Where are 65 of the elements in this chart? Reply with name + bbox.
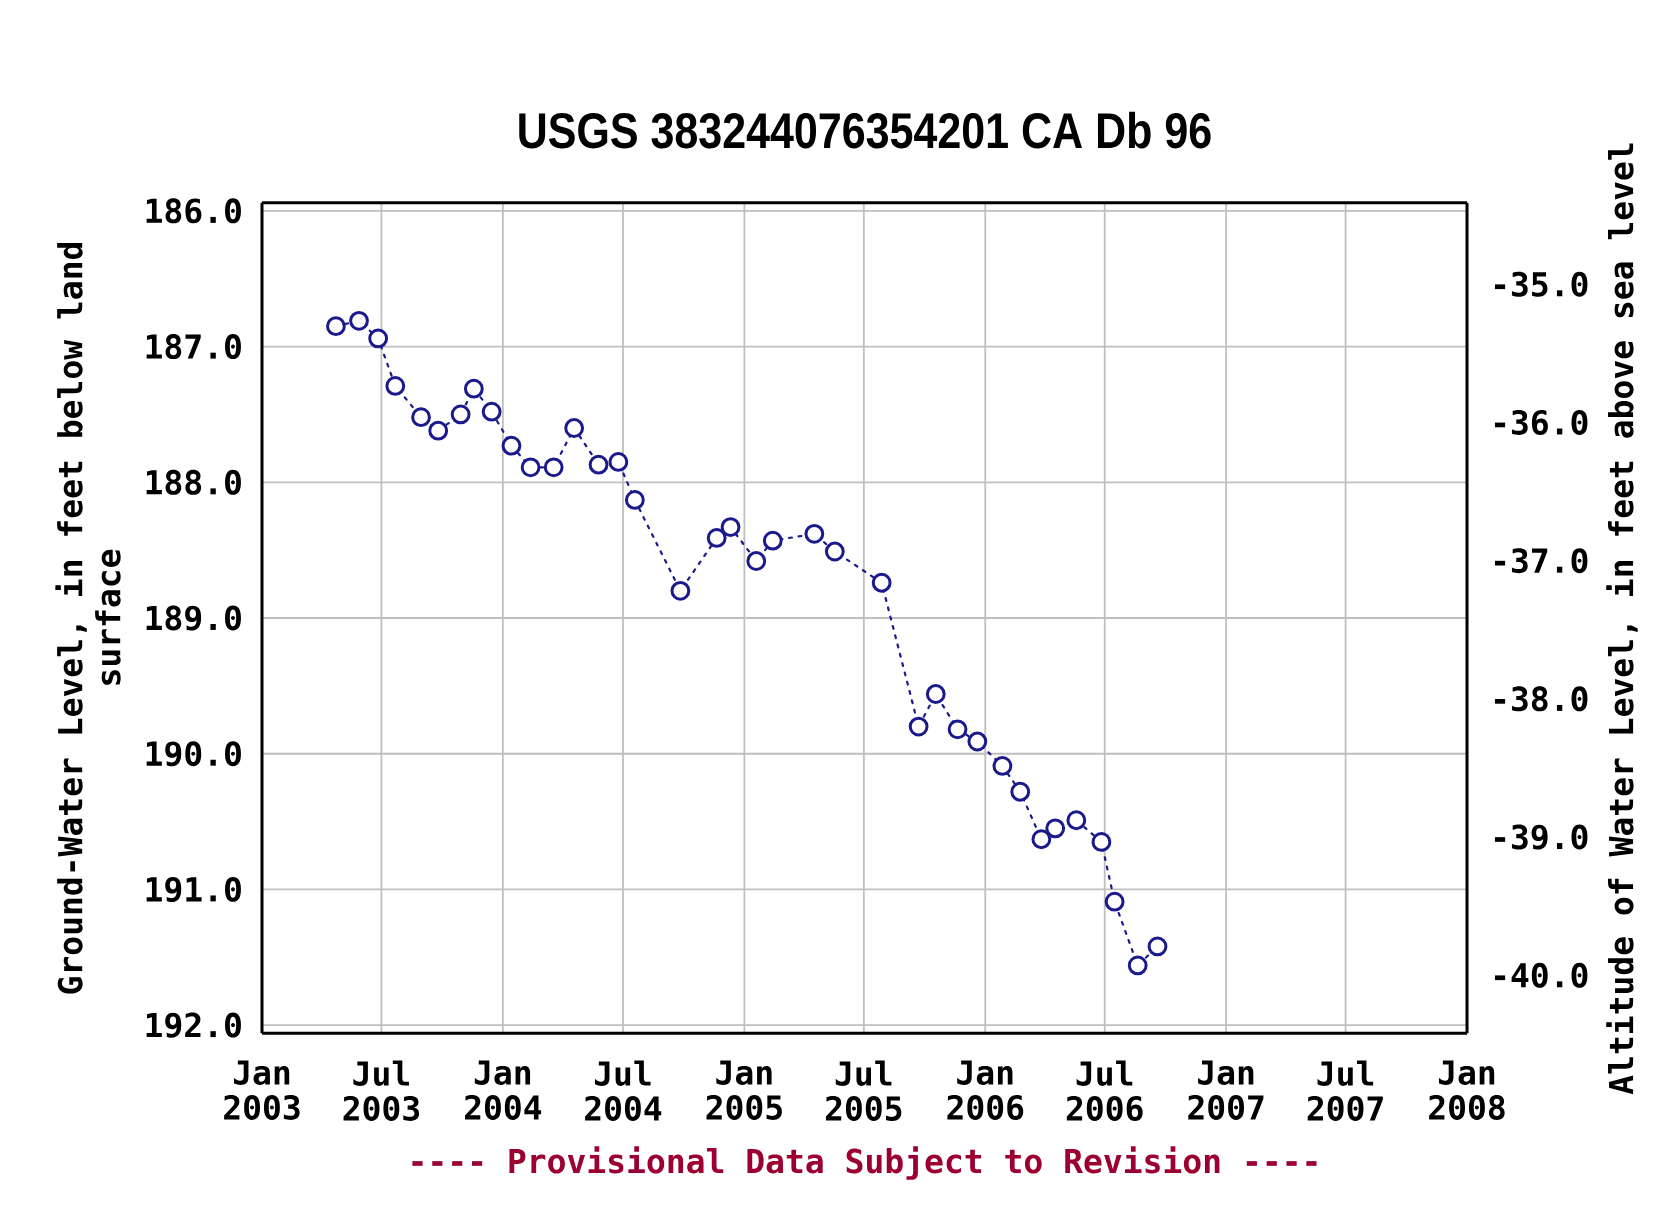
y2-tick-label: -39.0	[1494, 824, 1588, 850]
point	[463, 378, 484, 399]
y2-tick-label: -38.0	[1494, 686, 1588, 712]
y2-tick-label: -35.0	[1494, 271, 1588, 297]
point	[543, 457, 564, 478]
point	[428, 420, 449, 441]
x-tick-label: Jan 2008	[1429, 1060, 1505, 1120]
point	[564, 418, 585, 438]
y2-tick-label: -40.0	[1494, 962, 1588, 988]
point	[1031, 829, 1052, 850]
y-tick-label: 190.0	[146, 741, 241, 767]
x-tick-label: Jul 2004	[585, 1060, 662, 1121]
point	[1127, 955, 1148, 976]
point	[871, 572, 892, 593]
point	[824, 541, 845, 562]
y-tick-label: 186.0	[146, 198, 241, 224]
point	[804, 523, 825, 544]
point	[608, 452, 629, 472]
point	[762, 530, 783, 551]
y-tick-label: 187.0	[146, 334, 241, 360]
point	[385, 376, 406, 396]
point	[1104, 891, 1125, 912]
y-axis-title: Ground-Water Level, in feet below land surface	[55, 243, 121, 994]
point	[368, 328, 389, 349]
point	[1010, 781, 1031, 802]
point	[720, 517, 741, 537]
y-tick-label: 188.0	[146, 469, 241, 495]
x-tick-label: Jul 2006	[1066, 1060, 1143, 1121]
point	[746, 551, 767, 571]
point	[450, 404, 471, 425]
point	[670, 580, 691, 601]
x-tick-label: Jan 2003	[224, 1060, 300, 1120]
text: ---- Provisional Data Subject to Revision ----	[412, 1146, 1317, 1180]
y-tick-label: 191.0	[146, 876, 241, 903]
y2-tick-label: -36.0	[1494, 409, 1588, 435]
y2-axis-title: Altitude of Water Level, in feet above sea level	[1606, 143, 1638, 1095]
point	[925, 684, 946, 704]
y2-tick-label: -37.0	[1494, 548, 1588, 574]
x-tick-label: Jan 2006	[947, 1060, 1024, 1120]
point	[624, 490, 645, 510]
point	[349, 310, 369, 331]
point	[1045, 818, 1066, 839]
x-tick-label: Jan 2007	[1188, 1060, 1264, 1120]
point	[411, 407, 431, 428]
point	[908, 716, 929, 737]
point	[1066, 810, 1087, 831]
point	[967, 731, 988, 752]
point	[588, 454, 609, 475]
chart-title: USGS 383244076354201 CA Db 96	[519, 111, 1211, 149]
x-tick-label: Jul 2007	[1307, 1060, 1383, 1121]
x-tick-label: Jan 2004	[464, 1060, 542, 1120]
x-tick-label: Jul 2003	[343, 1060, 420, 1121]
point	[706, 528, 727, 548]
y-tick-label: 189.0	[146, 605, 241, 631]
point	[520, 457, 541, 478]
point	[947, 719, 968, 740]
point	[1091, 832, 1112, 852]
point	[992, 756, 1013, 776]
point	[1147, 936, 1168, 957]
x-tick-label: Jan 2005	[706, 1060, 782, 1120]
point	[481, 401, 502, 422]
x-tick-label: Jul 2005	[825, 1060, 902, 1121]
point	[501, 435, 522, 456]
y-tick-label: 192.0	[146, 1012, 241, 1038]
point	[326, 316, 346, 337]
